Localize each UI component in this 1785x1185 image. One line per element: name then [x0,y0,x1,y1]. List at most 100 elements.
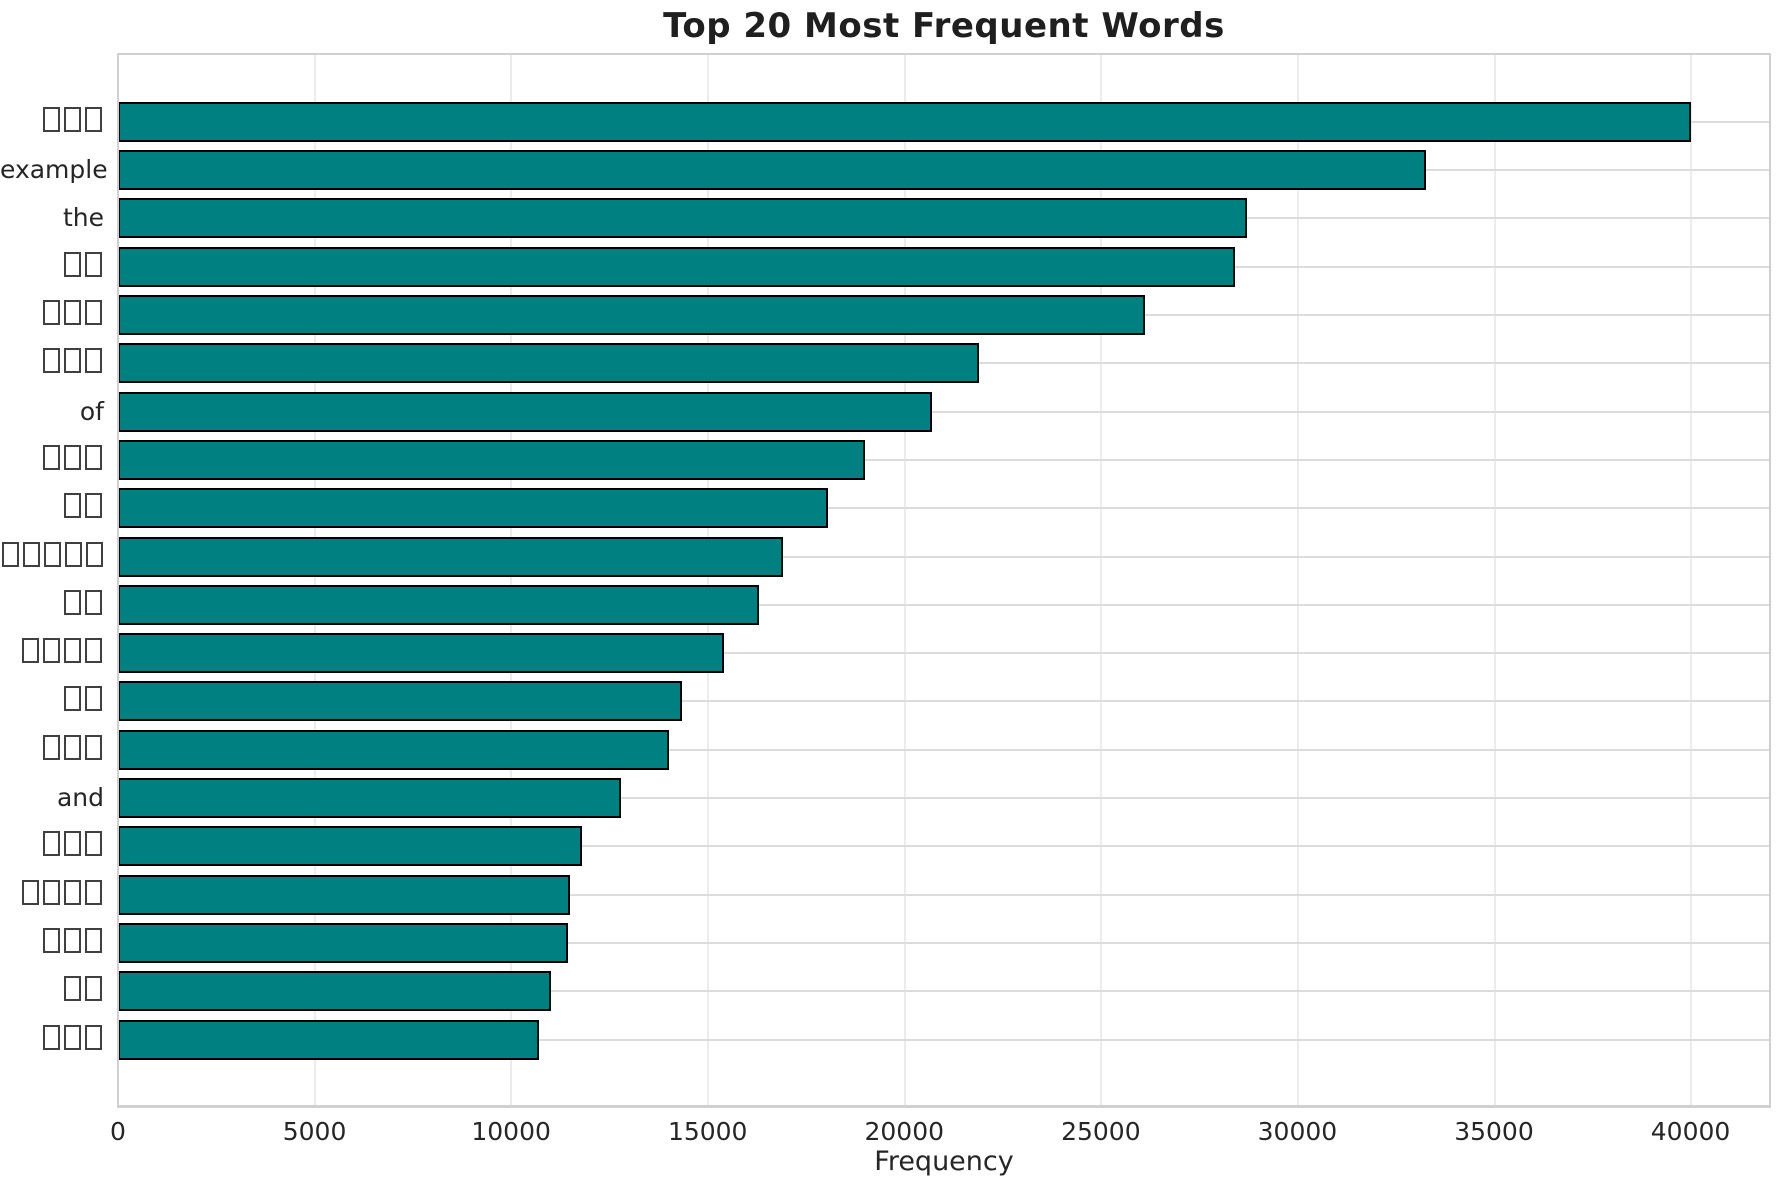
missing-glyph-box [64,927,81,953]
missing-glyph-box [64,1024,81,1050]
bar [118,874,571,915]
missing-glyph-box [85,348,102,374]
bar [118,1019,539,1060]
y-tick-label: and [56,783,104,812]
y-tick-label [0,683,104,719]
y-tick-label [0,442,104,478]
missing-glyph-box [43,300,60,325]
missing-glyph-box [85,638,102,664]
y-tick-label: of [79,396,104,426]
x-tick-label: 0 [110,1117,126,1146]
grid-line-vertical [510,54,513,1106]
missing-glyph-box [64,976,81,1002]
missing-glyph-box [22,638,39,664]
missing-glyph-box [86,541,103,567]
grid-line-horizontal [118,410,1770,413]
y-tick-label [0,345,104,381]
missing-glyph-box [85,879,102,905]
missing-glyph-box [64,831,81,857]
bar [118,343,980,384]
x-tick-label: 25000 [1061,1117,1141,1146]
grid-line-horizontal [118,797,1770,799]
plot-area [118,54,1770,1106]
missing-glyph-box [64,734,81,760]
x-tick-label: 20000 [864,1117,945,1146]
missing-glyph-box [85,831,102,857]
chart-title: Top 20 Most Frequent Words [663,6,1225,46]
grid-line-vertical [1690,54,1693,1106]
grid-line-horizontal [118,507,1770,510]
axis-spine-top [117,53,1771,55]
missing-glyph-box [64,589,81,615]
missing-glyph-box [22,879,39,905]
missing-glyph-box [64,879,81,905]
missing-glyph-box [64,300,81,325]
axis-spine-right [1769,53,1771,1107]
bar [118,826,583,867]
y-tick-label [0,539,104,575]
missing-glyph-box [65,541,82,567]
missing-glyph-box [43,106,60,132]
missing-glyph-box [85,300,102,325]
missing-glyph-box [85,106,102,132]
missing-glyph-box [23,541,40,567]
y-tick-label [0,877,104,913]
bar [118,439,866,480]
bar [118,633,724,674]
grid-line-horizontal [118,700,1770,703]
bar [118,391,933,432]
missing-glyph-box [43,348,60,374]
y-tick-label [0,249,104,285]
missing-glyph-box [85,976,102,1002]
grid-line-horizontal [118,748,1770,751]
missing-glyph-box [64,493,81,519]
missing-glyph-box [43,444,60,470]
missing-glyph-box [64,251,81,277]
y-tick-label [0,297,104,333]
y-tick-label [0,587,104,623]
grid-line-horizontal [118,893,1770,896]
grid-line-horizontal [118,941,1770,944]
missing-glyph-box [43,1024,60,1050]
missing-glyph-box [43,927,60,953]
bar [118,536,783,577]
y-tick-label [0,973,104,1009]
grid-line-vertical [1493,54,1496,1106]
missing-glyph-box [64,348,81,374]
y-tick-label [0,1022,104,1058]
missing-glyph-box [85,734,102,760]
missing-glyph-box [43,879,60,905]
bar [118,922,569,963]
grid-line-horizontal [118,555,1770,558]
missing-glyph-box [85,251,102,277]
missing-glyph-box [43,638,60,664]
bar [118,778,622,818]
y-tick-label [0,104,104,140]
grid-line-vertical [1100,54,1103,1106]
bar [118,198,1247,239]
bar [118,295,1145,335]
missing-glyph-box [85,589,102,615]
missing-glyph-box [64,638,81,664]
grid-line-vertical [1297,54,1299,1106]
grid-line-horizontal [118,458,1770,461]
x-axis-label: Frequency [874,1146,1014,1177]
missing-glyph-box [43,831,60,857]
x-tick-label: 30000 [1257,1117,1338,1146]
y-tick-label [0,925,104,961]
missing-glyph-box [85,1024,102,1050]
y-tick-label: example [0,155,108,185]
bar [118,729,669,770]
axis-spine-left [117,53,119,1107]
missing-glyph-box [64,686,81,712]
grid-line-vertical [903,54,906,1106]
y-tick-label [0,490,104,526]
x-tick-label: 40000 [1650,1117,1731,1146]
missing-glyph-box [85,686,102,712]
y-tick-label: the [62,203,104,233]
missing-glyph-box [64,444,81,470]
bar [118,101,1692,142]
grid-line-horizontal [118,652,1770,655]
x-tick-label: 35000 [1454,1117,1534,1146]
